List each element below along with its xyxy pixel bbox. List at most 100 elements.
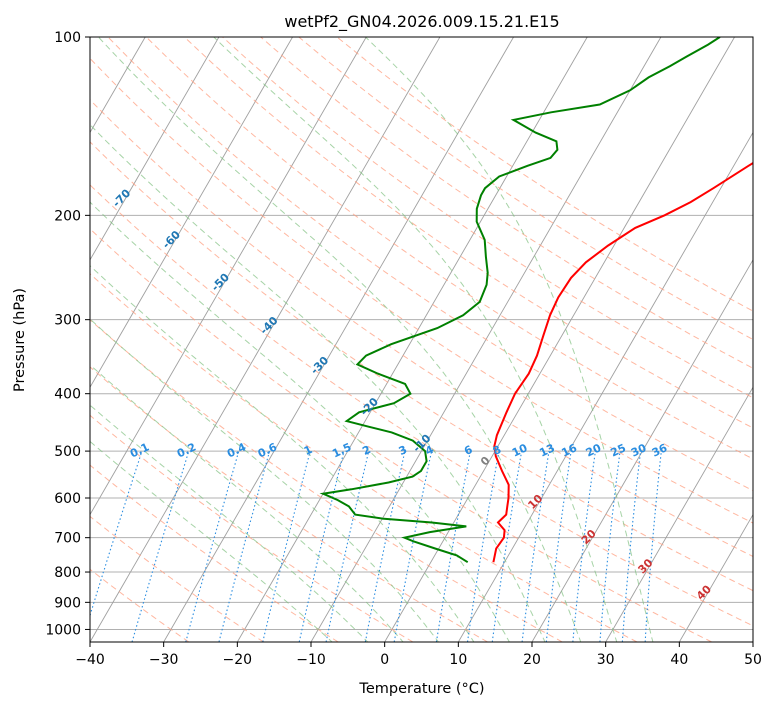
mixing-ratio-label: 30 [629,441,649,459]
y-tick-label: 400 [54,387,81,403]
mixing-ratio-line [621,451,642,642]
moist-adiabat-line [213,37,618,642]
dry-adiabat-line [90,99,753,557]
mixing-ratio-line [90,450,143,618]
mixing-ratio-label: 16 [560,441,580,459]
isotherm-line [384,37,735,642]
chart-title: wetPf2_GN04.2026.009.15.21.E15 [284,12,559,32]
dry-adiabat-line [298,37,753,340]
x-tick-label: 30 [597,652,615,668]
mixing-ratio-line [521,451,550,642]
mixing-ratio-line [185,450,240,642]
mixing-ratio-line [491,451,523,642]
moist-adiabat-line [90,364,404,642]
isotherm-label-warm: 0 [478,454,493,469]
y-tick-label: 100 [54,30,81,46]
isotherm-line [90,37,441,642]
mixing-ratio-label: 2 [360,443,372,458]
mixing-ratio-line [325,450,370,642]
mixing-ratio-label: 13 [537,441,556,459]
dry-adiabat-line [107,37,753,492]
x-tick-label: 20 [523,652,541,668]
mixing-ratio-label: 20 [584,441,604,459]
moist-adiabat-line [90,201,510,642]
mixing-ratio-label: 0.4 [225,440,248,460]
isotherm-label: -90 [10,106,33,129]
isotherm-label-layer: 0.10.20.40.611.52346810131620253036-100-… [10,106,714,602]
x-axis-label: Temperature (°C) [358,681,484,697]
dry-adiabat-line [90,228,712,642]
mixing-ratio-label: 10 [510,441,530,459]
dry-adiabat-line [90,414,414,642]
isotherm-line [457,131,753,642]
mixing-ratio-line [131,450,190,642]
x-tick-label: 0 [380,652,389,668]
moist-adiabat-line [90,124,546,642]
x-tick-label: 10 [449,652,467,668]
moist-adiabat-line [90,318,440,642]
dry-adiabat-line [184,37,753,429]
dry-adiabat-line [90,366,488,642]
isotherm-line [236,37,588,642]
isotherm-line [90,37,220,261]
mixing-ratio-label: 1.5 [330,440,353,460]
mixing-ratio-label: 36 [650,441,670,459]
moist-adiabat-line [90,440,333,642]
y-tick-label: 600 [54,491,81,507]
x-tick-label: −40 [75,652,105,668]
y-axis-label: Pressure (hPa) [12,288,28,392]
y-tick-label: 500 [54,444,81,460]
dry-adiabat-line [90,57,753,524]
isotherm-line [90,37,293,389]
mixing-ratio-line [218,450,271,642]
mixing-ratio-line [435,450,471,642]
isotherm-line [531,258,753,642]
mixing-ratio-label: 25 [609,441,628,459]
mixing-ratio-line [599,451,621,642]
mixing-ratio-line [545,451,572,642]
dry-adiabat-line [260,37,753,369]
isotherm-label-warm: 30 [636,556,656,576]
isotherm-line [678,513,753,642]
x-tick-label: −10 [296,652,326,668]
mixing-ratio-line [466,450,500,642]
temperature-line [492,161,753,563]
mixing-ratio-label: 0.2 [175,440,198,460]
mixing-ratio-line [262,450,311,642]
isotherm-line [752,641,753,642]
isotherm-label-warm: 20 [579,527,599,547]
isotherm-label: -80 [64,139,87,162]
isotherm-label-warm: 40 [694,582,714,602]
y-tick-label: 700 [54,531,81,547]
mixing-ratio-line [644,451,662,642]
x-tick-label: 50 [744,652,762,668]
moist-adiabat-line [90,404,369,642]
mixing-ratio-line [572,451,596,642]
dewpoint-line [319,37,721,564]
plot-frame [89,36,754,643]
moist-adiabat-line [90,265,475,642]
dry-adiabat-line [336,37,753,312]
moist-adiabat-line [365,37,654,642]
y-tick-label: 300 [54,313,81,329]
isotherm-line [0,37,72,642]
x-tick-label: 40 [670,652,688,668]
dry-adiabat-line [90,141,753,592]
dry-adiabat-line [90,515,264,642]
mixing-ratio-label: 0.6 [256,440,279,460]
dry-adiabat-line [90,568,190,642]
axis-ticks: −40 −30 −20 −10 0 10 20 30 40 5010020030040050060… [45,30,762,668]
dry-adiabat-line [90,319,563,642]
mixing-ratio-label: 1 [302,443,314,458]
isotherm-line [90,37,367,516]
profile-layer [319,37,753,564]
mixing-ratio-line [298,450,345,642]
dry-adiabat-line [90,464,339,642]
y-tick-label: 200 [54,208,81,224]
y-tick-label: 900 [54,595,81,611]
mixing-ratio-label: 6 [462,443,475,458]
mixing-ratio-label: 3 [397,443,409,458]
grid-layer [0,37,753,642]
y-tick-label: 800 [54,565,81,581]
